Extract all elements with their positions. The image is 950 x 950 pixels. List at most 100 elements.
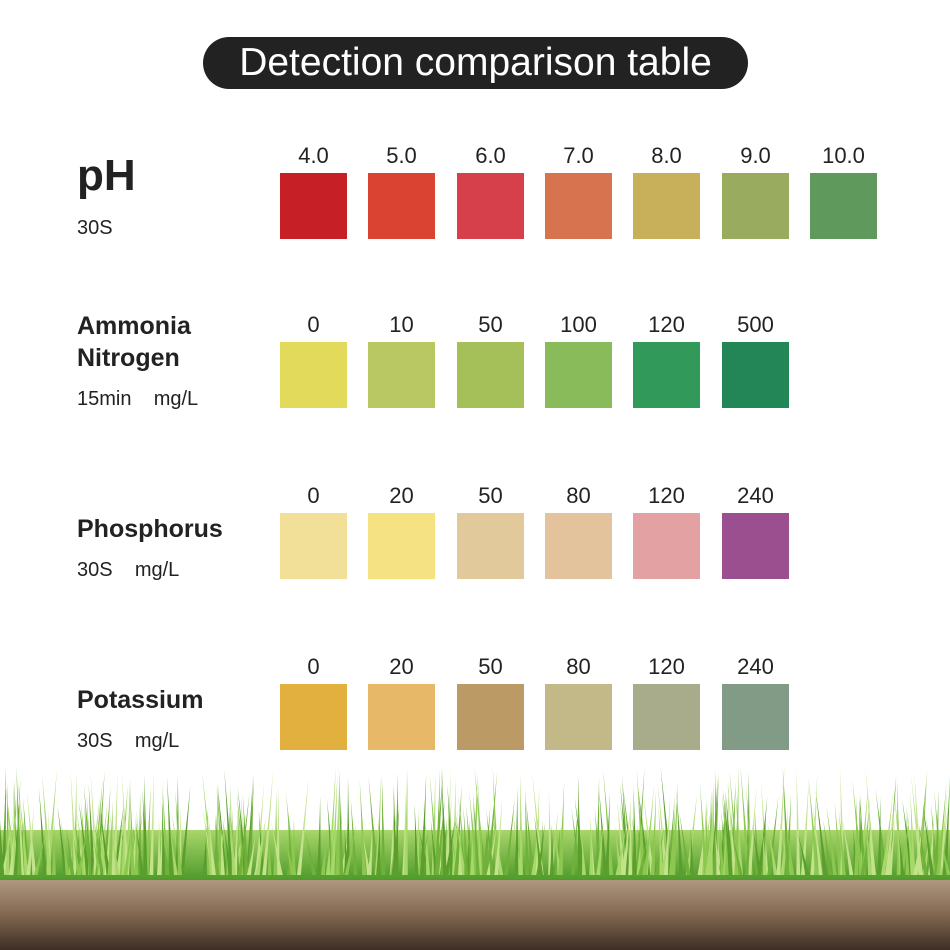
grass-blade	[657, 781, 668, 875]
grass-blade	[285, 791, 297, 875]
color-swatch	[722, 173, 789, 239]
swatch-value-label: 80	[566, 654, 591, 679]
grass-blade	[77, 830, 87, 875]
grass-blade	[220, 817, 225, 875]
grass-blade	[441, 768, 447, 875]
grass-blade	[451, 777, 456, 875]
swatch-value-label: 120	[648, 483, 685, 508]
grass-blade	[367, 822, 373, 875]
grass-blade	[636, 809, 644, 875]
color-swatch	[280, 173, 347, 239]
grass-blade	[729, 770, 740, 875]
color-swatch	[545, 342, 612, 408]
grass-blade	[577, 773, 582, 875]
page-title: Detection comparison table	[203, 37, 748, 89]
grass-blade	[305, 833, 317, 875]
swatch-value-label: 0	[307, 483, 320, 508]
row-name: Ammonia Nitrogen	[77, 312, 191, 372]
swatch-value-label: 120	[648, 654, 685, 679]
grass-blade	[705, 822, 712, 875]
swatch-value-label: 120	[648, 312, 685, 337]
grass-blade	[643, 793, 655, 875]
swatch-value-label: 50	[478, 312, 503, 337]
grass-blade	[149, 770, 154, 875]
grass-blade	[834, 802, 842, 875]
grass-blade	[714, 828, 721, 875]
grass-blade	[531, 814, 540, 875]
grass-blade	[854, 796, 859, 875]
grass-blade	[362, 834, 371, 875]
grass-blade	[121, 812, 126, 875]
grass-blade	[486, 809, 495, 875]
swatch-value-label: 0	[307, 312, 320, 337]
grass-blade	[704, 798, 709, 875]
grass-blade	[604, 792, 610, 875]
grass-blade	[224, 769, 234, 875]
grass-blade	[96, 813, 108, 875]
swatch-value-label: 20	[389, 483, 414, 508]
color-swatch	[722, 342, 789, 408]
grass-blade	[78, 800, 90, 875]
grass-blade	[482, 806, 491, 875]
grass-blade	[134, 817, 139, 875]
grass-blade	[943, 777, 950, 875]
grass-blade	[51, 817, 56, 875]
grass-blade	[88, 783, 96, 875]
row-name: Potassium	[77, 686, 204, 714]
grass-blade	[121, 772, 130, 875]
grass-blade	[808, 778, 819, 875]
swatch-value-label: 8.0	[651, 143, 682, 168]
grass-blade	[23, 797, 30, 875]
grass-blade	[394, 772, 399, 875]
grass-blade	[255, 816, 266, 875]
grass-blade	[722, 788, 733, 875]
swatch-value-label: 7.0	[563, 143, 594, 168]
grass-blade	[925, 816, 937, 875]
grass-blade	[320, 827, 327, 875]
grass-blade	[270, 820, 283, 875]
color-swatch	[633, 342, 700, 408]
grass-blade	[658, 805, 664, 875]
row-name: Phosphorus	[77, 515, 223, 543]
grass-blade	[283, 830, 295, 875]
grass-blade	[628, 800, 633, 875]
grass-blade	[841, 816, 854, 875]
color-swatch	[633, 513, 700, 579]
grass-blade	[599, 789, 608, 875]
grass-blade	[207, 811, 216, 875]
grass-blade	[90, 773, 99, 875]
grass-blade	[0, 820, 6, 875]
grass-blade	[246, 833, 256, 875]
grass-blade	[826, 804, 837, 875]
grass-blade	[621, 799, 632, 875]
grass-blade	[0, 823, 5, 875]
grass-blade	[144, 785, 151, 875]
grass-blade	[474, 765, 486, 875]
grass-blade	[415, 808, 420, 875]
grass-blade	[179, 785, 191, 875]
color-swatch	[368, 173, 435, 239]
grass-soil-image	[0, 765, 950, 950]
grass-blade	[906, 804, 915, 875]
grass-blade	[111, 826, 120, 875]
grass-blade	[463, 807, 469, 875]
grass-blade	[414, 803, 419, 875]
grass-blade	[823, 819, 833, 875]
row-subtitle: 15min mg/L	[77, 388, 199, 410]
grass-blade	[142, 788, 148, 875]
grass-blade	[86, 793, 93, 875]
grass-blade	[8, 794, 18, 875]
grass-blade	[123, 822, 132, 875]
grass-blade	[492, 766, 499, 875]
color-swatch	[633, 684, 700, 750]
grass-blade	[877, 796, 882, 875]
grass-blade	[918, 822, 928, 875]
grass-blade	[434, 770, 440, 875]
color-swatch	[457, 684, 524, 750]
grass-blade	[852, 778, 863, 875]
grass-blade	[13, 779, 21, 875]
color-swatch	[280, 513, 347, 579]
grass-blade	[16, 766, 22, 875]
row-subtitle: 30S	[77, 217, 113, 239]
grass-blade	[776, 765, 785, 875]
